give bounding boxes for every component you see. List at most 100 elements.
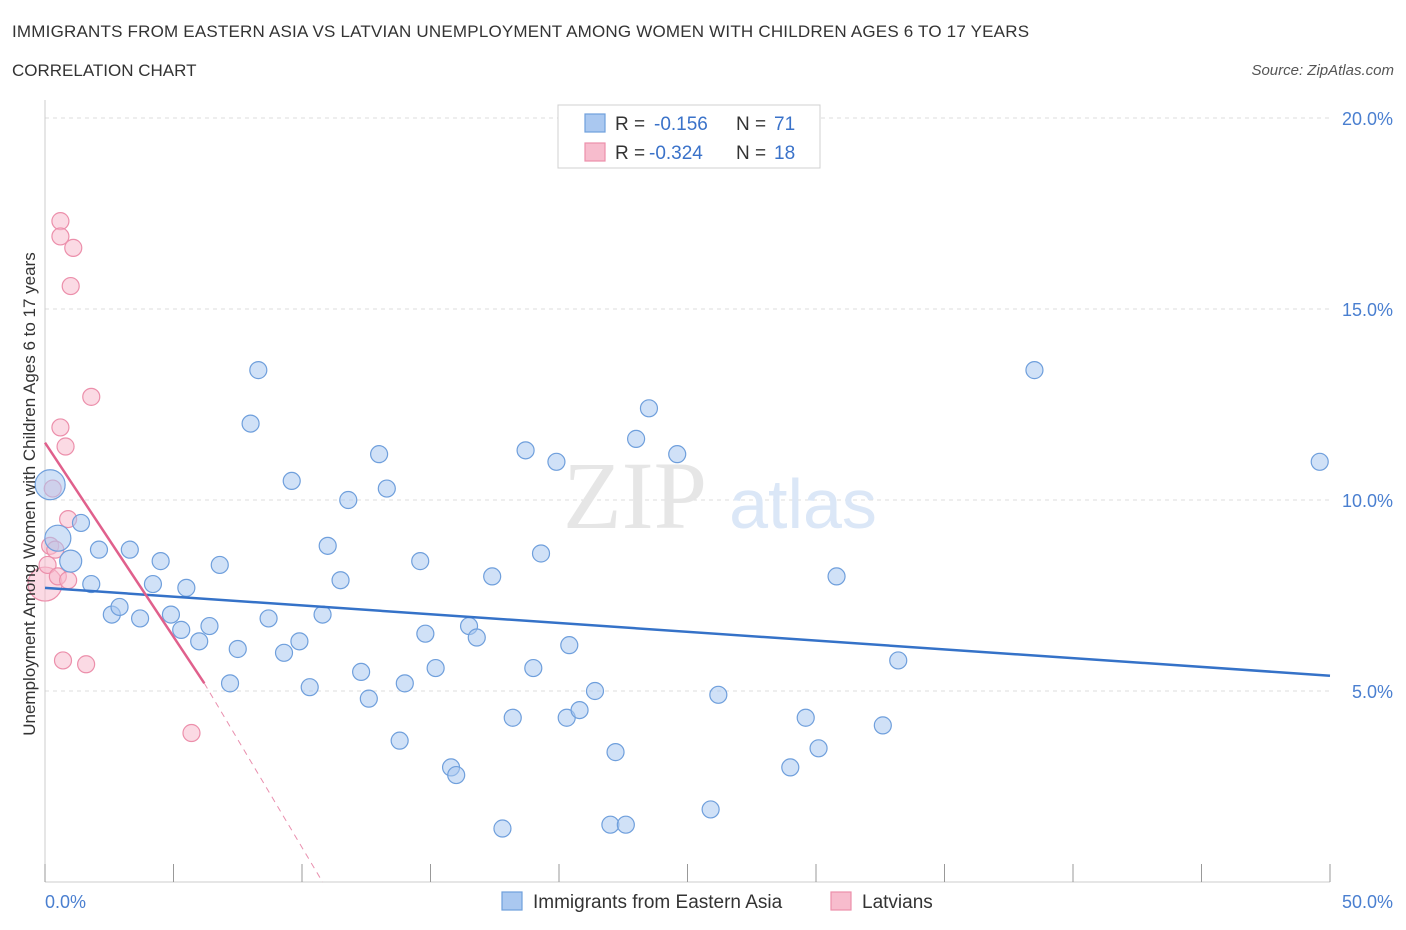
eastern-asia-points xyxy=(34,361,1329,838)
y-tick-label-1: 10.0% xyxy=(1342,491,1393,511)
eastern-asia-point-14 xyxy=(177,578,196,597)
y-tick-label-0: 5.0% xyxy=(1352,682,1393,702)
y-tick-label-2: 15.0% xyxy=(1342,300,1393,320)
latvians-point-5 xyxy=(51,212,70,231)
eastern-asia-point-7 xyxy=(110,597,129,617)
eastern-asia-point-15 xyxy=(190,632,209,651)
legend-swatch-eastern-asia xyxy=(584,113,606,133)
source-credit: Source: ZipAtlas.com xyxy=(1251,62,1394,79)
latvians-point-6 xyxy=(51,227,70,246)
legend-n-label-1: N = xyxy=(736,114,766,135)
eastern-asia-point-67 xyxy=(873,716,892,735)
watermark-atlas: atlas xyxy=(729,465,877,543)
legend-r-value-1: -0.156 xyxy=(654,114,708,135)
eastern-asia-point-34 xyxy=(377,479,396,498)
eastern-asia-point-26 xyxy=(300,678,319,697)
eastern-asia-point-57 xyxy=(616,815,635,834)
eastern-asia-point-30 xyxy=(339,490,358,510)
eastern-asia-point-62 xyxy=(709,685,728,704)
eastern-asia-point-36 xyxy=(395,674,414,693)
bottom-legend-swatch-latvians xyxy=(830,891,852,911)
eastern-asia-trend-line xyxy=(44,586,1331,677)
eastern-asia-point-17 xyxy=(210,555,229,575)
eastern-asia-point-2 xyxy=(59,549,83,573)
trend-lines xyxy=(43,442,1331,883)
chart-subtitle: CORRELATION CHART xyxy=(12,61,197,80)
eastern-asia-point-61 xyxy=(701,800,720,819)
eastern-asia-point-5 xyxy=(89,540,109,559)
chart-title: IMMIGRANTS FROM EASTERN ASIA VS LATVIAN … xyxy=(12,22,1030,41)
eastern-asia-point-41 xyxy=(447,765,466,785)
eastern-asia-point-28 xyxy=(318,536,337,555)
latvians-point-16 xyxy=(182,723,201,743)
bottom-legend: Immigrants from Eastern Asia Latvians xyxy=(501,891,933,913)
legend-r-label-1: R = xyxy=(615,114,645,135)
x-tick-label-0: 0.0% xyxy=(45,892,86,912)
eastern-asia-point-11 xyxy=(151,552,170,571)
eastern-asia-point-19 xyxy=(228,639,247,659)
eastern-asia-point-16 xyxy=(200,616,219,636)
latvians-point-1 xyxy=(38,555,57,575)
latvians-point-9 xyxy=(56,437,75,456)
eastern-asia-point-49 xyxy=(531,544,551,563)
y-tick-labels: 5.0% 10.0% 15.0% 20.0% xyxy=(1342,109,1393,702)
latvians-point-11 xyxy=(59,571,78,590)
eastern-asia-point-58 xyxy=(626,429,646,448)
eastern-asia-point-44 xyxy=(483,567,502,586)
eastern-asia-point-0 xyxy=(34,469,66,501)
legend-n-label-2: N = xyxy=(736,143,766,164)
eastern-asia-point-3 xyxy=(71,513,91,533)
legend-swatch-latvians xyxy=(584,142,606,162)
x-tick-labels: 0.0% 50.0% xyxy=(45,892,1393,912)
eastern-asia-point-59 xyxy=(639,399,659,418)
eastern-asia-point-10 xyxy=(143,574,163,594)
top-legend: R = -0.156 N = 71 R = -0.324 N = 18 xyxy=(557,104,821,169)
eastern-asia-point-66 xyxy=(827,567,846,586)
eastern-asia-point-18 xyxy=(220,674,240,693)
eastern-asia-point-53 xyxy=(570,700,589,720)
grid-lines xyxy=(45,117,1330,692)
latvians-point-13 xyxy=(64,238,83,257)
eastern-asia-point-64 xyxy=(796,708,815,727)
latvians-point-7 xyxy=(51,418,70,437)
eastern-asia-point-43 xyxy=(467,628,486,647)
eastern-asia-point-20 xyxy=(241,414,260,433)
eastern-asia-point-52 xyxy=(560,636,579,655)
eastern-asia-point-68 xyxy=(889,651,908,670)
latvians-trend-extension xyxy=(203,683,323,883)
eastern-asia-point-29 xyxy=(331,571,350,590)
eastern-asia-point-55 xyxy=(601,815,620,834)
eastern-asia-point-24 xyxy=(282,471,301,490)
eastern-asia-point-4 xyxy=(82,574,101,594)
eastern-asia-point-69 xyxy=(1025,361,1044,380)
eastern-asia-point-1 xyxy=(44,524,72,552)
eastern-asia-point-63 xyxy=(781,758,800,777)
eastern-asia-point-60 xyxy=(668,445,687,464)
eastern-asia-point-39 xyxy=(426,658,445,678)
eastern-asia-point-21 xyxy=(249,361,268,380)
eastern-asia-point-32 xyxy=(359,689,378,708)
eastern-asia-point-56 xyxy=(606,743,625,762)
eastern-asia-point-37 xyxy=(411,552,430,571)
eastern-asia-point-45 xyxy=(493,819,512,838)
latvians-trend-line xyxy=(43,442,206,685)
bottom-legend-label-latvians: Latvians xyxy=(862,892,933,913)
eastern-asia-point-35 xyxy=(390,731,409,750)
legend-n-value-1: 71 xyxy=(774,114,795,135)
latvians-point-12 xyxy=(61,276,80,296)
eastern-asia-point-25 xyxy=(290,632,309,651)
eastern-asia-point-46 xyxy=(503,708,522,727)
eastern-asia-point-33 xyxy=(370,445,389,464)
eastern-asia-point-31 xyxy=(352,662,371,682)
x-tick-label-1: 50.0% xyxy=(1342,892,1393,912)
bottom-legend-swatch-eastern-asia xyxy=(501,891,523,911)
eastern-asia-point-47 xyxy=(516,441,535,460)
eastern-asia-point-48 xyxy=(524,658,543,678)
legend-r-value-2: -0.324 xyxy=(649,143,703,164)
latvians-point-8 xyxy=(53,651,73,670)
legend-r-label-2: R = xyxy=(615,143,645,164)
eastern-asia-point-54 xyxy=(585,681,605,701)
eastern-asia-point-13 xyxy=(172,620,191,639)
eastern-asia-point-38 xyxy=(416,624,435,643)
